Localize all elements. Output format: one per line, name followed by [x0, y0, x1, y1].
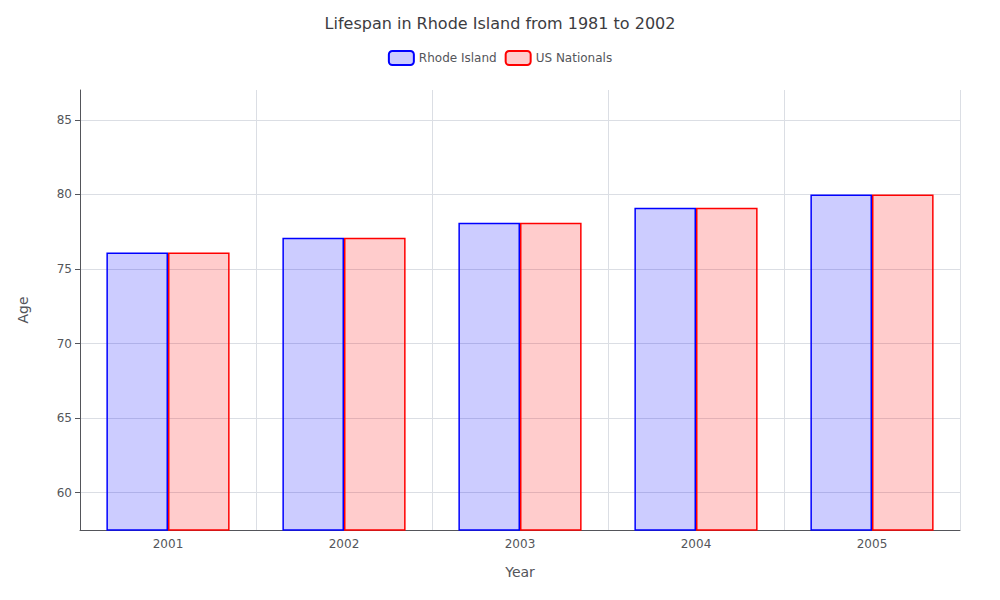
svg-text:2002: 2002	[329, 537, 360, 551]
svg-text:60: 60	[57, 486, 72, 500]
svg-text:70: 70	[57, 337, 72, 351]
svg-text:Year: Year	[504, 564, 535, 580]
svg-text:2004: 2004	[681, 537, 712, 551]
svg-text:65: 65	[57, 411, 72, 425]
svg-text:2005: 2005	[857, 537, 888, 551]
svg-text:2003: 2003	[505, 537, 536, 551]
svg-text:75: 75	[57, 262, 72, 276]
svg-text:85: 85	[57, 113, 72, 127]
svg-text:80: 80	[57, 187, 72, 201]
svg-text:Lifespan in Rhode Island from: Lifespan in Rhode Island from 1981 to 20…	[325, 14, 676, 33]
svg-text:US Nationals: US Nationals	[536, 51, 612, 65]
svg-text:Rhode Island: Rhode Island	[419, 51, 497, 65]
svg-text:Age: Age	[15, 296, 31, 323]
svg-text:2001: 2001	[153, 537, 184, 551]
